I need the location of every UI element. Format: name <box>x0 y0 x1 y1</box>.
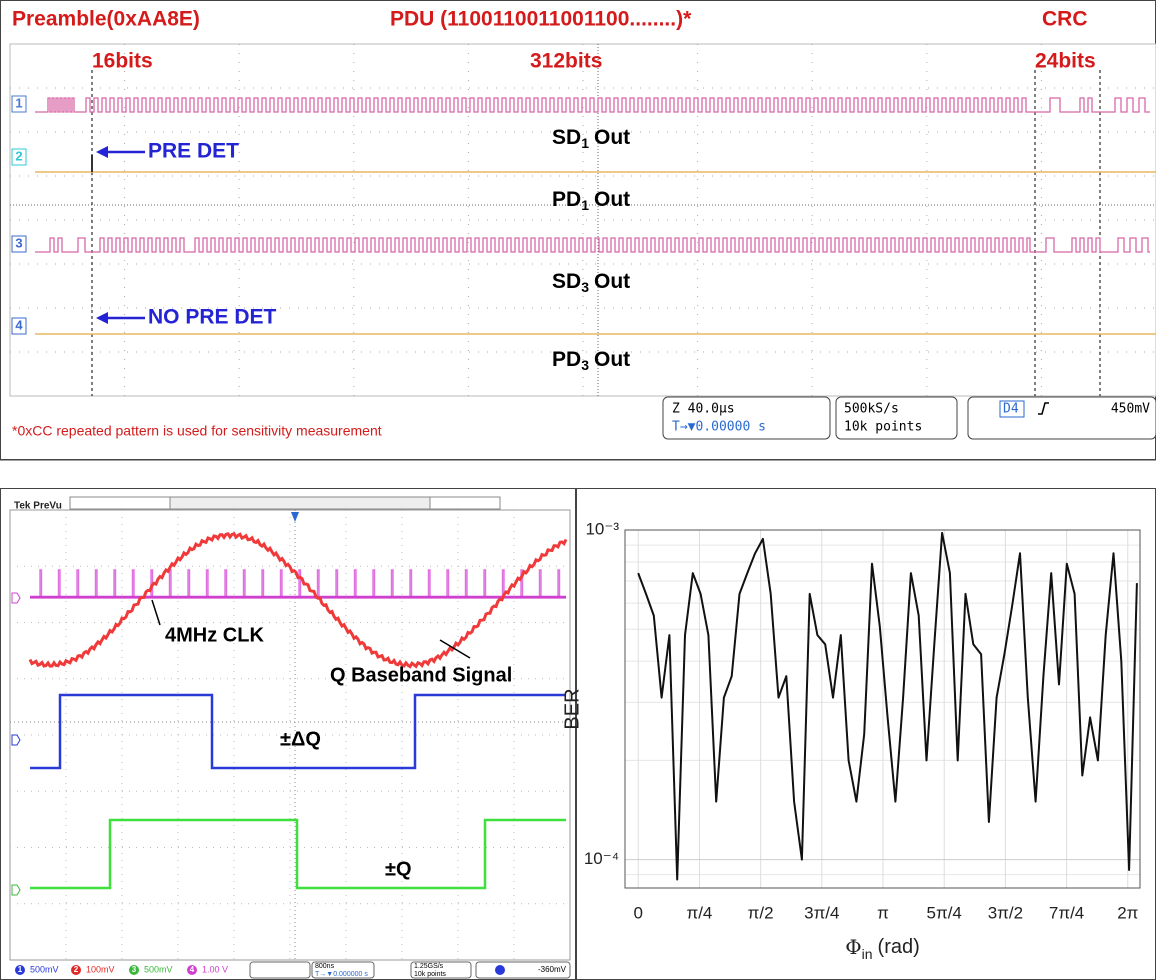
pdu-label: PDU (1100110011001100........)* <box>390 8 692 31</box>
status-text: Z 40.0µs <box>672 402 735 417</box>
status-text: 500kS/s <box>844 402 899 417</box>
x-tick-label: π/2 <box>748 903 774 922</box>
x-label-main: Φ <box>845 935 861 959</box>
status-text: 800ns <box>315 963 335 970</box>
trace-sub: 1 <box>581 197 589 213</box>
channel-label: 4 <box>15 317 23 332</box>
trace-suffix: Out <box>594 348 630 371</box>
x-label-suffix: (rad) <box>878 936 920 958</box>
annotation: NO PRE DET <box>148 306 277 329</box>
x-tick-label: 0 <box>634 903 643 922</box>
trace-suffix: Out <box>594 188 630 211</box>
channel-label: 3 <box>15 235 22 250</box>
trace-sub: 1 <box>581 135 589 151</box>
y-tick-label: 10⁻³ <box>585 519 619 538</box>
trace-sub: 3 <box>581 357 589 373</box>
status-text: 1.25GS/s <box>414 963 444 970</box>
status-text: 10k points <box>844 420 922 435</box>
crc-bits: 24bits <box>1035 50 1096 73</box>
preamble-label: Preamble(0xAA8E) <box>12 8 200 31</box>
brand: Tek PreVu <box>14 501 62 512</box>
figure: 1 2 3 4 Preamble(0xAA8E) PDU (110011001100110… <box>0 0 1156 980</box>
channel-label: 2 <box>15 148 22 163</box>
trace-suffix: Out <box>594 270 630 293</box>
crc-label: CRC <box>1042 8 1088 31</box>
status-text: -360mV <box>538 965 567 974</box>
annotation: Q Baseband Signal <box>330 664 512 686</box>
trace-name: SD <box>552 270 581 293</box>
status-text: 100mV <box>86 964 115 974</box>
annotation: ±Q <box>385 858 412 880</box>
page: { "top_scope": { "header": { "preamble":… <box>0 0 1156 980</box>
channel-label: 1 <box>15 95 22 110</box>
x-tick-label: 5π/4 <box>927 903 962 922</box>
trace-sub: 3 <box>581 279 589 295</box>
y-axis-label: BER <box>561 688 583 729</box>
status-text: T→▼0.00000 s <box>672 420 766 435</box>
x-tick-label: 3π/4 <box>804 903 839 922</box>
status-text: 500mV <box>144 964 173 974</box>
status-text: 450mV <box>1111 402 1150 417</box>
record-window <box>170 497 430 509</box>
q-waveform <box>30 820 566 888</box>
trace-suffix: Out <box>594 126 630 149</box>
status-text: 500mV <box>30 964 59 974</box>
status-text: 10k points <box>414 971 446 978</box>
trace-name: PD <box>552 348 581 371</box>
x-label-sub: in <box>862 946 873 962</box>
annotation: ±ΔQ <box>280 728 321 750</box>
channel-number: 3 <box>132 965 137 974</box>
trace-name: PD <box>552 188 581 211</box>
status-text: D4 <box>1003 402 1019 417</box>
status-text: 1.00 V <box>202 964 228 974</box>
y-tick-label: 10⁻⁴ <box>584 849 619 868</box>
channel-number: 1 <box>18 965 23 974</box>
x-tick-label: 3π/2 <box>988 903 1023 922</box>
footnote: *0xCC repeated pattern is used for sensi… <box>12 423 382 439</box>
x-axis-label: Φin (rad) <box>845 935 920 962</box>
annotation: PRE DET <box>148 140 239 163</box>
channel-number: 4 <box>190 965 195 974</box>
x-tick-label: 2π <box>1117 903 1138 922</box>
x-tick-label: 7π/4 <box>1049 903 1084 922</box>
x-tick-label: π <box>877 903 889 922</box>
plot-area <box>625 530 1140 888</box>
preamble-bits: 16bits <box>92 50 153 73</box>
pdu-bits: 312bits <box>530 50 602 73</box>
x-tick-label: π/4 <box>686 903 712 922</box>
annotation: 4MHz CLK <box>165 624 264 646</box>
status-text: T→▼0.000000 s <box>315 971 368 978</box>
channel-dot <box>495 965 505 975</box>
trace-name: SD <box>552 126 581 149</box>
channel-number: 2 <box>74 965 79 974</box>
status-box <box>250 962 310 978</box>
